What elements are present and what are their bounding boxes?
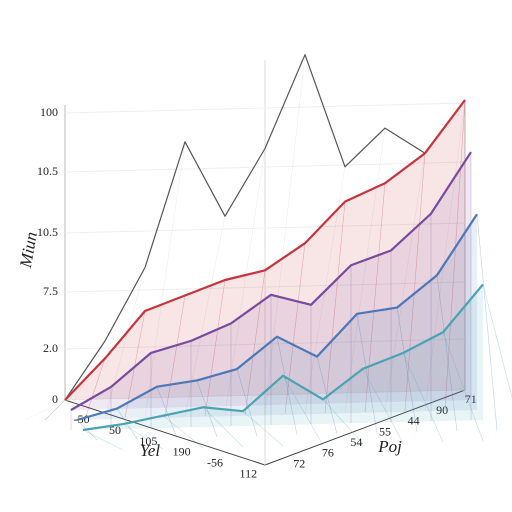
y-tick-label: 44 (408, 414, 420, 428)
mesh-line (364, 183, 386, 413)
z-tick-label: 10.5 (37, 225, 58, 239)
mesh-line (476, 214, 498, 431)
z-tick-label: 100 (40, 105, 58, 119)
mesh-line (344, 128, 386, 413)
x-label: Yel (140, 441, 160, 460)
mesh-line (202, 407, 244, 448)
x-tick-label: 190 (173, 445, 191, 459)
mesh-line (122, 423, 164, 450)
mesh-line (276, 336, 298, 436)
mesh-line (404, 153, 426, 412)
surface-band (65, 100, 465, 400)
mesh-line (144, 141, 186, 418)
mesh-line (104, 267, 146, 419)
mesh-line (284, 243, 306, 415)
surface-band (71, 152, 471, 411)
surface-line (82, 283, 484, 432)
mesh-line (362, 368, 404, 444)
grid-line (64, 281, 466, 293)
mesh-line (322, 399, 364, 445)
mesh-line (282, 375, 324, 446)
surface-line (64, 99, 466, 401)
grid-line (64, 161, 466, 173)
z-tick-label: 7.5 (43, 284, 58, 298)
z-tick-label: 10.5 (37, 164, 58, 178)
mesh-line (24, 399, 66, 421)
mesh-line (124, 310, 146, 419)
y-axis (264, 389, 466, 466)
mesh-line (356, 313, 378, 434)
mesh-line (384, 153, 426, 412)
x-tick-label: 112 (240, 466, 258, 480)
mesh-line (402, 352, 444, 443)
grid-line (64, 102, 466, 114)
mesh-line (482, 284, 512, 399)
surface-band (77, 214, 477, 420)
mesh-line (44, 399, 66, 421)
mesh-line (444, 99, 466, 411)
mesh-line (156, 386, 178, 439)
y-tick-label: 54 (350, 435, 362, 449)
mesh-line (82, 429, 124, 451)
z-tick-label: 0 (52, 392, 58, 406)
grid-line (64, 338, 466, 350)
grid-line (64, 222, 466, 234)
mesh-line (244, 270, 266, 416)
mesh-line (396, 307, 418, 433)
y-tick-label: 55 (379, 424, 391, 438)
grid-line (64, 389, 466, 401)
y-tick-label: 72 (293, 456, 305, 470)
mesh-line (204, 279, 226, 417)
mesh-line (184, 216, 226, 417)
mesh-line (436, 275, 458, 432)
mesh-line (324, 201, 346, 414)
y-tick-label: 71 (465, 392, 477, 406)
surface-line (64, 54, 466, 401)
surface-line (70, 151, 472, 411)
z-tick-label: 2.0 (43, 341, 58, 355)
y-tick-label: 90 (436, 403, 448, 417)
mesh-line (84, 358, 106, 420)
y-label: Poj (377, 437, 402, 456)
mesh-line (164, 295, 186, 418)
mesh-line (424, 99, 466, 411)
mesh-line (236, 368, 258, 437)
mesh-line (162, 415, 204, 449)
x-tick-label: -56 (207, 456, 223, 470)
mesh-line (264, 54, 306, 415)
surface-band (83, 284, 483, 430)
mesh-line (242, 410, 284, 447)
mesh-line (442, 332, 484, 442)
y-tick-label: 76 (322, 446, 334, 460)
x-axis (64, 399, 266, 466)
surface-line (76, 213, 478, 422)
x-tick-label: 105 (139, 434, 157, 448)
